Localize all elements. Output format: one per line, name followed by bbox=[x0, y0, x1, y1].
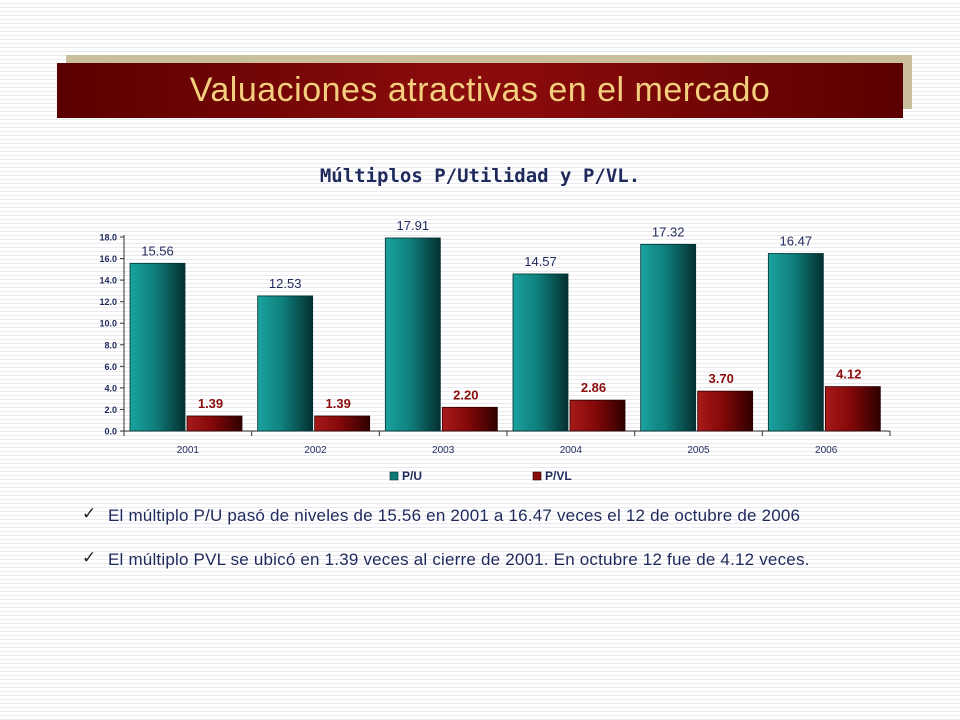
legend-label-pvl: P/VL bbox=[545, 469, 572, 483]
data-label-pvl: 1.39 bbox=[198, 396, 223, 411]
bar-pu bbox=[257, 295, 314, 432]
data-label-pu: 15.56 bbox=[141, 243, 174, 258]
data-label-pvl: 3.70 bbox=[709, 371, 734, 386]
x-tick-label: 2002 bbox=[304, 445, 327, 456]
bar-pu bbox=[767, 253, 824, 432]
bar-pvl bbox=[186, 415, 243, 432]
x-tick-label: 2005 bbox=[687, 445, 710, 456]
x-tick-label: 2001 bbox=[177, 445, 200, 456]
data-label-pu: 17.91 bbox=[397, 218, 430, 233]
bar-pvl bbox=[441, 406, 498, 432]
y-tick-label: 2.0 bbox=[104, 405, 117, 415]
y-tick-label: 8.0 bbox=[104, 340, 117, 350]
bar-pu bbox=[129, 262, 186, 432]
bar-pu bbox=[640, 243, 697, 432]
legend-label-pu: P/U bbox=[402, 469, 422, 483]
y-tick-label: 18.0 bbox=[99, 233, 117, 243]
y-tick-label: 16.0 bbox=[99, 254, 117, 264]
bar-pvl bbox=[824, 386, 881, 432]
bullet-item: ✓ El múltiplo PVL se ubicó en 1.39 veces… bbox=[82, 548, 912, 571]
y-tick-label: 0.0 bbox=[104, 427, 117, 437]
plot-area: 0.0 2.0 4.0 6.0 8.0 10.0 12.0 14.0 16.0 18.0 15.56… bbox=[99, 218, 891, 483]
bullet-list: ✓ El múltiplo P/U pasó de niveles de 15.… bbox=[82, 504, 912, 593]
check-icon: ✓ bbox=[82, 504, 97, 523]
x-tick-label: 2003 bbox=[432, 445, 455, 456]
y-tick-label: 14.0 bbox=[99, 276, 117, 286]
legend-swatch-pvl bbox=[532, 471, 542, 481]
data-label-pu: 17.32 bbox=[652, 224, 685, 239]
data-label-pu: 12.53 bbox=[269, 276, 302, 291]
check-icon: ✓ bbox=[82, 548, 97, 567]
bar-chart: 0.0 2.0 4.0 6.0 8.0 10.0 12.0 14.0 16.0 18.0 15.56… bbox=[99, 218, 891, 483]
data-label-pu: 14.57 bbox=[524, 254, 557, 269]
bar-pvl bbox=[569, 399, 626, 432]
bar-pvl bbox=[314, 415, 371, 432]
legend-swatch-pu bbox=[389, 471, 399, 481]
chart-title: Múltiplos P/Utilidad y P/VL. bbox=[319, 165, 641, 187]
title-banner: Valuaciones atractivas en el mercado bbox=[57, 63, 903, 118]
bar-pvl bbox=[697, 390, 754, 432]
data-label-pvl: 4.12 bbox=[836, 367, 861, 382]
x-tick-label: 2004 bbox=[560, 445, 583, 456]
bar-pu bbox=[384, 237, 441, 432]
data-label-pvl: 1.39 bbox=[326, 396, 351, 411]
data-label-pvl: 2.86 bbox=[581, 380, 606, 395]
bullet-item: ✓ El múltiplo P/U pasó de niveles de 15.… bbox=[82, 504, 912, 527]
x-tick-label: 2006 bbox=[815, 445, 838, 456]
y-tick-label: 10.0 bbox=[99, 319, 117, 329]
y-tick-label: 12.0 bbox=[99, 297, 117, 307]
bullet-text: El múltiplo P/U pasó de niveles de 15.56… bbox=[108, 506, 801, 525]
data-label-pvl: 2.20 bbox=[453, 387, 478, 402]
y-tick-label: 4.0 bbox=[104, 383, 117, 393]
data-label-pu: 16.47 bbox=[780, 233, 813, 248]
slide-title: Valuaciones atractivas en el mercado bbox=[189, 71, 771, 109]
bullet-text: El múltiplo PVL se ubicó en 1.39 veces a… bbox=[108, 550, 810, 569]
y-tick-label: 6.0 bbox=[104, 362, 117, 372]
bar-pu bbox=[512, 273, 569, 432]
